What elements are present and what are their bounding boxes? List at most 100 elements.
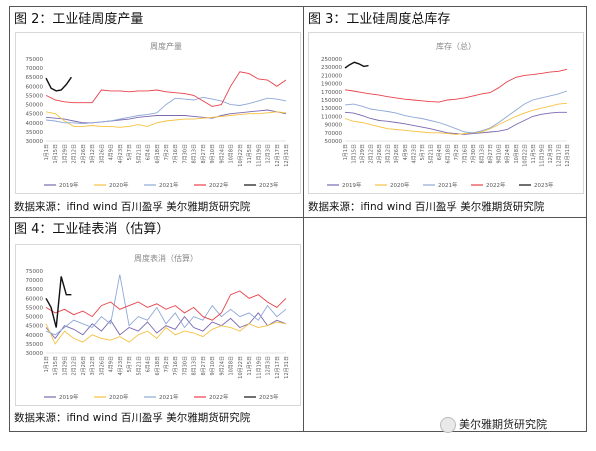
y-tick-label: 170000 xyxy=(321,90,342,96)
x-tick-label: 9月10日 xyxy=(497,144,503,164)
legend-label-2021: 2021年 xyxy=(159,181,179,189)
x-tick-label: 8月27日 xyxy=(488,144,494,164)
x-tick-label: 11月5日 xyxy=(531,144,537,164)
x-tick-label: 7月16日 xyxy=(173,356,179,376)
x-tick-label: 12月17日 xyxy=(556,144,562,167)
x-tick-label: 3月12日 xyxy=(386,144,392,164)
x-tick-label: 7月16日 xyxy=(463,144,469,164)
legend-label-2022: 2022年 xyxy=(486,181,506,189)
chart-title: 周度产量 xyxy=(150,41,182,51)
y-tick-label: 60000 xyxy=(26,84,44,90)
x-tick-label: 12月3日 xyxy=(548,144,554,164)
series-line-2020 xyxy=(344,102,568,135)
x-tick-label: 5月7日 xyxy=(420,144,426,160)
x-tick-label: 7月30日 xyxy=(471,144,477,164)
legend-label-2023: 2023年 xyxy=(259,393,279,401)
consumption-chart: 周度表消（估算） 75000 70000 65000 60000 55000 50000 45… xyxy=(26,253,291,401)
series-line-2021 xyxy=(45,96,287,125)
x-tick-label: 6月18日 xyxy=(155,356,161,376)
legend-label-2022: 2022年 xyxy=(209,393,229,401)
x-tick-label: 11月19日 xyxy=(256,144,262,167)
x-tick-label: 7月2日 xyxy=(454,144,460,160)
y-tick-label: 35000 xyxy=(26,130,44,136)
figure-3-caption: 图 3：工业硅周度总库存 xyxy=(308,12,451,27)
chart-box-production: 周度产量 75000 70000 65000 60000 55000 50000 45000 4… xyxy=(15,32,301,194)
series-line-2023 xyxy=(45,276,72,328)
x-tick-label: 11月19日 xyxy=(256,356,262,379)
legend-label-2021: 2021年 xyxy=(159,393,179,401)
x-tick-label: 10月22日 xyxy=(238,356,244,379)
x-tick-label: 1月15日 xyxy=(53,144,59,164)
y-tick-label: 60000 xyxy=(26,296,44,302)
legend-label-2019: 2019年 xyxy=(342,181,362,189)
x-tick-label: 5月21日 xyxy=(136,144,142,164)
y-tick-label: 50000 xyxy=(325,139,343,145)
wechat-icon xyxy=(440,417,456,433)
x-tick-label: 1月29日 xyxy=(62,144,68,164)
x-tick-label: 6月18日 xyxy=(155,144,161,164)
y-tick-label: 230000 xyxy=(321,65,342,71)
x-tick-label: 3月26日 xyxy=(99,144,105,164)
x-tick-label: 7月30日 xyxy=(182,144,188,164)
x-tick-label: 12月31日 xyxy=(284,356,290,379)
x-tick-label: 9月24日 xyxy=(219,144,225,164)
x-tick-label: 3月26日 xyxy=(99,356,105,376)
y-tick-label: 130000 xyxy=(321,106,342,112)
y-tick-label: 110000 xyxy=(321,114,342,120)
x-tick-label: 2月12日 xyxy=(369,144,375,164)
y-tick-label: 40000 xyxy=(26,333,44,339)
series-line-2019 xyxy=(45,109,287,124)
chart-box-inventory: 库存（总） 250000 230000 210000 190000 170000 15000… xyxy=(308,32,584,194)
figure-4-caption: 图 4：工业硅表消（估算） xyxy=(14,222,170,237)
legend-label-2020: 2020年 xyxy=(109,393,129,401)
x-tick-label: 5月7日 xyxy=(127,356,133,372)
x-tick-label: 8月27日 xyxy=(201,356,207,376)
x-tick-label: 6月18日 xyxy=(445,144,451,164)
series-line-2019 xyxy=(344,111,567,135)
series-line-2021 xyxy=(344,90,568,134)
figure-2-caption: 图 2：工业硅周度产量 xyxy=(14,12,144,27)
x-tick-label: 7月30日 xyxy=(182,356,188,376)
x-tick-label: 3月12日 xyxy=(90,356,96,376)
x-tick-label: 6月4日 xyxy=(146,144,152,160)
x-tick-label: 12月17日 xyxy=(275,356,281,379)
x-tick-label: 7月16日 xyxy=(173,144,179,164)
y-tick-label: 190000 xyxy=(321,82,342,88)
series-line-2023 xyxy=(344,61,369,69)
x-tick-label: 8月13日 xyxy=(192,356,198,376)
legend-label-2022: 2022年 xyxy=(209,181,229,189)
x-tick-label: 4月23日 xyxy=(411,144,417,164)
series-line-2020 xyxy=(45,111,287,128)
x-tick-label: 10月8日 xyxy=(229,144,235,164)
watermark-text: 美尔雅期货研究院 xyxy=(459,418,547,431)
production-chart: 周度产量 75000 70000 65000 60000 55000 50000 45000 4… xyxy=(26,41,291,189)
y-tick-label: 90000 xyxy=(325,123,343,129)
y-tick-label: 45000 xyxy=(26,324,44,330)
series-line-2022 xyxy=(344,68,568,103)
x-tick-label: 4月23日 xyxy=(118,356,124,376)
empty-cell xyxy=(303,217,587,432)
figure-3-source: 数据来源：ifind wind 百川盈孚 美尔雅期货研究院 xyxy=(308,201,545,213)
x-tick-label: 6月4日 xyxy=(437,144,443,160)
y-tick-label: 50000 xyxy=(26,315,44,321)
y-tick-label: 70000 xyxy=(26,66,44,72)
x-tick-label: 1月15日 xyxy=(352,144,358,164)
x-tick-label: 5月21日 xyxy=(136,356,142,376)
x-tick-label: 10月22日 xyxy=(522,144,528,167)
x-tick-label: 8月13日 xyxy=(192,144,198,164)
x-tick-label: 7月2日 xyxy=(164,356,170,372)
watermark: 美尔雅期货研究院 xyxy=(440,416,547,433)
legend-label-2019: 2019年 xyxy=(59,181,79,189)
figure-4-source: 数据来源：ifind wind 百川盈孚 美尔雅期货研究院 xyxy=(14,412,251,424)
y-tick-label: 45000 xyxy=(26,112,44,118)
series-line-2020 xyxy=(45,321,287,345)
x-tick-label: 1月1日 xyxy=(44,144,50,160)
x-tick-label: 1月15日 xyxy=(53,356,59,376)
y-tick-label: 35000 xyxy=(26,342,44,348)
x-tick-label: 4月9日 xyxy=(109,144,115,160)
y-tick-label: 50000 xyxy=(26,103,44,109)
series-line-2023 xyxy=(45,76,72,92)
x-tick-label: 2月12日 xyxy=(72,144,78,164)
x-tick-label: 11月19日 xyxy=(539,144,545,167)
series-line-2022 xyxy=(45,290,287,321)
